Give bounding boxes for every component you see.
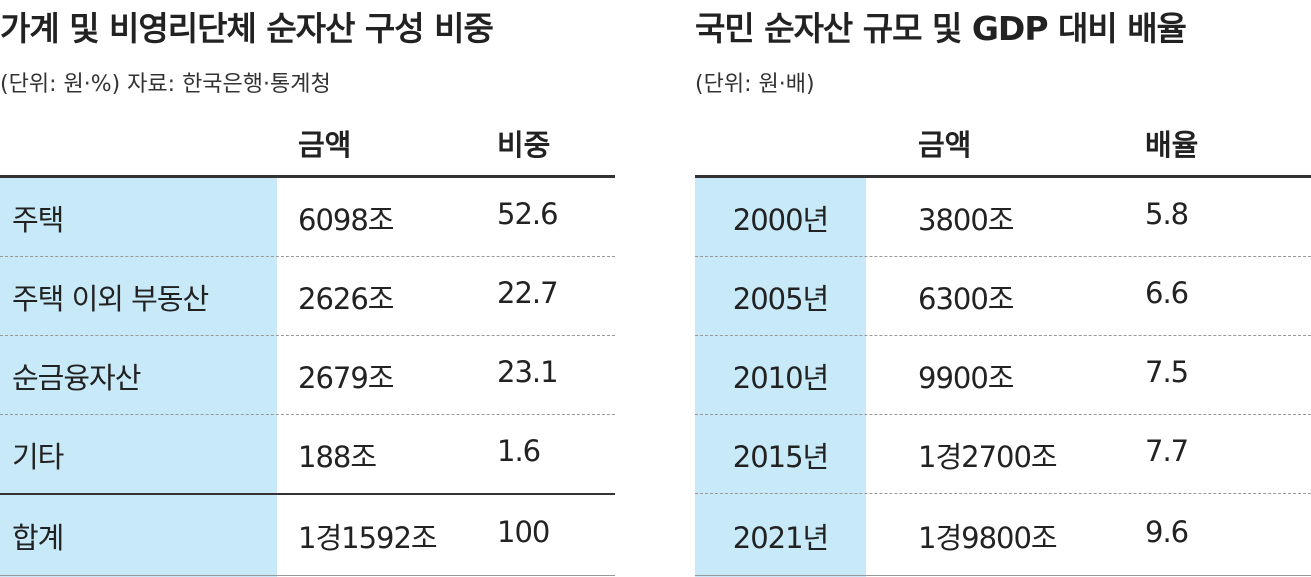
- table-cell: 주택 이외 부동산: [12, 281, 209, 316]
- column-header: 배율: [1145, 128, 1199, 162]
- table-cell: 22.7: [497, 275, 559, 310]
- table-cell: 2626조: [298, 281, 394, 316]
- table-cell: 6300조: [918, 281, 1014, 316]
- table-cell: 7.5: [1145, 354, 1189, 389]
- table-title: 국민 순자산 규모 및 GDP 대비 배율: [695, 9, 1187, 48]
- table-cell: 188조: [298, 439, 377, 474]
- table-cell: 합계: [12, 521, 64, 555]
- table-cell: 5.8: [1145, 196, 1189, 231]
- column-header: 비중: [497, 128, 551, 162]
- table-cell: 1경1592조: [298, 521, 438, 555]
- table-cell: 2015년: [732, 439, 829, 474]
- subtitle: (단위: 원·%) 자료: 한국은행·통계청: [0, 72, 331, 97]
- table-cell: 2010년: [732, 360, 829, 395]
- table-cell: 52.6: [497, 196, 559, 231]
- table-cell: 6098조: [298, 202, 394, 237]
- table-cell: 순금융자산: [12, 360, 141, 395]
- row-rule: [0, 335, 615, 336]
- table-cell: 2005년: [732, 281, 829, 316]
- label-column: [695, 177, 866, 577]
- table-cell: 주택: [12, 202, 64, 237]
- table-cell: 2679조: [298, 360, 394, 395]
- label-column: [0, 177, 277, 577]
- column-header: 금액: [298, 128, 352, 162]
- row-rule: [0, 256, 615, 257]
- table-title: 가계 및 비영리단체 순자산 구성 비중: [0, 9, 494, 48]
- table-cell: 1경9800조: [918, 521, 1058, 555]
- subtitle: (단위: 원·배): [695, 72, 815, 97]
- row-rule: [695, 335, 1311, 336]
- table-cell: 2000년: [732, 202, 829, 237]
- table-cell: 1.6: [497, 433, 541, 468]
- table-cell: 9900조: [918, 360, 1014, 395]
- header-rule: [695, 175, 1311, 178]
- column-header: 금액: [918, 128, 972, 162]
- row-rule: [695, 414, 1311, 415]
- table-cell: 7.7: [1145, 433, 1189, 468]
- row-rule: [695, 256, 1311, 257]
- table-cell: 2021년: [732, 521, 829, 555]
- row-rule: [0, 493, 615, 495]
- row-rule: [695, 493, 1311, 494]
- table-cell: 기타: [12, 439, 64, 474]
- table-cell: 9.6: [1145, 515, 1189, 549]
- table-cell: 1경2700조: [918, 439, 1058, 474]
- bottom-rule: [0, 575, 615, 576]
- row-rule: [0, 414, 615, 415]
- table-cell: 3800조: [918, 202, 1014, 237]
- table-cell: 100: [497, 515, 550, 549]
- table-cell: 23.1: [497, 354, 559, 389]
- table-cell: 6.6: [1145, 275, 1189, 310]
- bottom-rule: [695, 575, 1311, 576]
- header-rule: [0, 175, 615, 178]
